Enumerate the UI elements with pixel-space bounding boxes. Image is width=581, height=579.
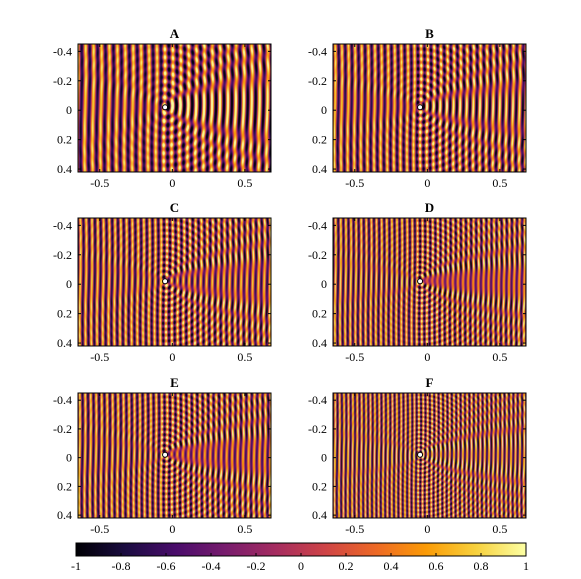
panel-E-y-tick-label: 0.2 bbox=[57, 479, 72, 493]
panel-D-title: D bbox=[425, 200, 434, 215]
panel-A-title: A bbox=[170, 26, 180, 41]
panel-E-x-tick-label: 0.5 bbox=[237, 522, 252, 536]
colorbar-tick-label: -0.8 bbox=[112, 559, 131, 573]
panel-E-field bbox=[78, 393, 271, 518]
panel-D-y-tick-label: 0 bbox=[321, 277, 327, 291]
panel-B-y-tick-label: -0.2 bbox=[308, 74, 327, 88]
panel-C-frame bbox=[77, 217, 272, 347]
panel-C-title: C bbox=[170, 200, 179, 215]
panel-C-x-tick-label: 0.5 bbox=[237, 350, 252, 364]
panel-A-y-tick-label: -0.4 bbox=[53, 44, 72, 58]
panel-C-y-tick-label: -0.2 bbox=[53, 248, 72, 262]
panel-E-title: E bbox=[170, 375, 179, 390]
panel-B-x-tick-label: 0.5 bbox=[492, 176, 507, 190]
colorbar-tick-label: -0.2 bbox=[247, 559, 266, 573]
panel-C-y-tick-label: 0.4 bbox=[57, 336, 72, 350]
panel-F-y-tick-label: 0.2 bbox=[312, 479, 327, 493]
panel-B-y-tick-label: 0.4 bbox=[312, 162, 327, 176]
panel-D-y-tick-label: -0.2 bbox=[308, 248, 327, 262]
panel-B-x-tick-label: -0.5 bbox=[345, 176, 364, 190]
panel-A-x-tick-label: -0.5 bbox=[90, 176, 109, 190]
panel-E-y-tick-label: -0.4 bbox=[53, 393, 72, 407]
panel-B-source-marker bbox=[417, 104, 424, 111]
panel-B-frame bbox=[332, 43, 527, 173]
panel-B-y-tick-label: 0 bbox=[321, 103, 327, 117]
panel-D-frame bbox=[332, 217, 527, 347]
panel-D-x-tick-label: 0.5 bbox=[492, 350, 507, 364]
colorbar-tick-label: 0.8 bbox=[474, 559, 489, 573]
colorbar-tick-label: 0.6 bbox=[429, 559, 444, 573]
panel-C-field bbox=[78, 218, 271, 346]
panel-F-field bbox=[333, 393, 526, 518]
panel-D-x-tick-label: -0.5 bbox=[345, 350, 364, 364]
panel-E-y-tick-label: 0 bbox=[66, 451, 72, 465]
panel-C-y-tick-label: 0 bbox=[66, 277, 72, 291]
panel-B-y-tick-label: -0.4 bbox=[308, 44, 327, 58]
colorbar-tick-label: 0 bbox=[298, 559, 304, 573]
panel-B-y-tick-label: 0.2 bbox=[312, 133, 327, 147]
panel-C-source-marker bbox=[162, 278, 169, 285]
panel-A-source-marker bbox=[162, 104, 169, 111]
panel-F-x-tick-label: -0.5 bbox=[345, 522, 364, 536]
panel-B-title: B bbox=[425, 26, 434, 41]
panel-F-y-tick-label: 0.4 bbox=[312, 508, 327, 522]
panel-A-y-tick-label: 0 bbox=[66, 103, 72, 117]
panel-F-y-tick-label: -0.4 bbox=[308, 393, 327, 407]
panel-A-x-tick-label: 0 bbox=[169, 176, 175, 190]
panel-A-y-tick-label: 0.2 bbox=[57, 133, 72, 147]
panel-F-title: F bbox=[426, 375, 434, 390]
panel-D-x-tick-label: 0 bbox=[424, 350, 430, 364]
panel-E-x-tick-label: 0 bbox=[169, 522, 175, 536]
panel-B-x-tick-label: 0 bbox=[424, 176, 430, 190]
panel-F-x-tick-label: 0.5 bbox=[492, 522, 507, 536]
colorbar-tick-label: -1 bbox=[71, 559, 81, 573]
colorbar-tick-label: 1 bbox=[523, 559, 529, 573]
colorbar-tick-label: 0.2 bbox=[339, 559, 354, 573]
panel-E-source-marker bbox=[162, 451, 169, 458]
panel-A-y-tick-label: -0.2 bbox=[53, 74, 72, 88]
panel-C-y-tick-label: -0.4 bbox=[53, 218, 72, 232]
panel-F-y-tick-label: -0.2 bbox=[308, 422, 327, 436]
colorbar-tick-label: 0.4 bbox=[384, 559, 399, 573]
panel-D-field bbox=[333, 218, 526, 346]
panel-F-frame bbox=[332, 392, 527, 519]
panel-D-y-tick-label: 0.4 bbox=[312, 336, 327, 350]
panel-D-source-marker bbox=[417, 278, 424, 285]
panel-A-y-tick-label: 0.4 bbox=[57, 162, 72, 176]
panel-E-frame bbox=[77, 392, 272, 519]
panel-E-x-tick-label: -0.5 bbox=[90, 522, 109, 536]
panel-F-source-marker bbox=[417, 451, 424, 458]
panel-C-x-tick-label: 0 bbox=[169, 350, 175, 364]
panel-A-field bbox=[78, 44, 271, 172]
panel-A-frame bbox=[77, 43, 272, 173]
panel-C-y-tick-label: 0.2 bbox=[57, 307, 72, 321]
panel-F-x-tick-label: 0 bbox=[424, 522, 430, 536]
panel-F-y-tick-label: 0 bbox=[321, 451, 327, 465]
panel-B-field bbox=[333, 44, 526, 172]
panel-E-y-tick-label: 0.4 bbox=[57, 508, 72, 522]
panel-E-y-tick-label: -0.2 bbox=[53, 422, 72, 436]
colorbar-tick-label: -0.4 bbox=[202, 559, 221, 573]
colorbar-tick-label: -0.6 bbox=[157, 559, 176, 573]
panel-A-x-tick-label: 0.5 bbox=[237, 176, 252, 190]
panel-D-y-tick-label: -0.4 bbox=[308, 218, 327, 232]
panel-D-y-tick-label: 0.2 bbox=[312, 307, 327, 321]
panel-C-x-tick-label: -0.5 bbox=[90, 350, 109, 364]
